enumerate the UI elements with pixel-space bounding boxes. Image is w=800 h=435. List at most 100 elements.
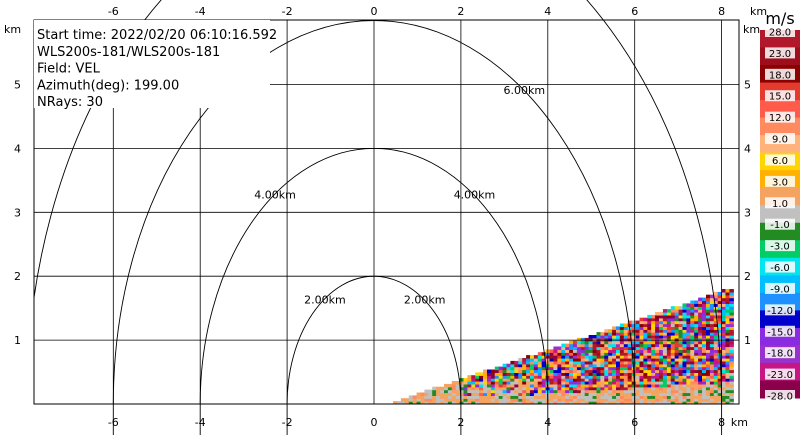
velocity-cell <box>694 337 699 342</box>
velocity-cell <box>518 375 523 379</box>
velocity-cell <box>588 358 594 362</box>
velocity-cell <box>651 337 656 342</box>
velocity-cell <box>526 366 531 371</box>
velocity-cell <box>686 335 691 339</box>
velocity-cell <box>662 392 668 396</box>
velocity-cell <box>662 381 668 385</box>
velocity-cell <box>698 329 703 333</box>
velocity-cell <box>498 366 504 371</box>
y-tick-label-right: 4 <box>744 142 751 155</box>
velocity-cell <box>709 381 715 385</box>
velocity-cell <box>635 332 641 336</box>
velocity-cell <box>596 369 601 373</box>
velocity-cell <box>694 360 699 365</box>
velocity-cell <box>436 398 441 402</box>
x-tick-label-top: -4 <box>195 5 206 18</box>
velocity-cell <box>522 378 527 382</box>
velocity-cell <box>655 352 660 356</box>
velocity-cell <box>549 349 554 353</box>
velocity-cell <box>514 363 519 368</box>
velocity-cell <box>573 383 578 388</box>
velocity-cell <box>600 375 605 379</box>
velocity-cell <box>682 372 687 376</box>
velocity-cell <box>698 352 703 356</box>
colorbar-label: 3.0 <box>772 177 788 188</box>
velocity-cell <box>706 312 711 316</box>
velocity-cell <box>729 314 734 319</box>
velocity-cell <box>706 303 711 307</box>
velocity-cell <box>725 306 730 310</box>
velocity-cell <box>608 346 613 350</box>
velocity-cell <box>686 343 691 348</box>
velocity-cell <box>608 395 613 399</box>
velocity-cell <box>639 346 644 350</box>
velocity-cell <box>573 381 578 385</box>
velocity-cell <box>463 401 468 404</box>
velocity-cell <box>709 294 715 299</box>
velocity-cell <box>549 401 554 404</box>
velocity-cell <box>576 378 582 382</box>
velocity-cell <box>682 326 687 330</box>
velocity-cell <box>678 346 684 350</box>
velocity-cell <box>494 389 500 394</box>
velocity-cell <box>584 378 590 382</box>
velocity-cell <box>600 337 605 342</box>
range-ring-label: 6.00km <box>504 84 546 97</box>
velocity-cell <box>659 398 664 402</box>
velocity-cell <box>643 372 648 376</box>
velocity-cell <box>690 332 695 336</box>
velocity-cell <box>608 343 613 348</box>
velocity-cell <box>706 363 711 368</box>
velocity-cell <box>713 300 719 304</box>
velocity-cell <box>596 398 601 402</box>
velocity-cell <box>690 335 695 339</box>
velocity-cell <box>721 317 727 322</box>
velocity-cell <box>463 381 468 385</box>
velocity-cell <box>616 363 621 368</box>
velocity-cell <box>440 392 445 396</box>
velocity-cell <box>659 389 664 394</box>
x-tick-label-bottom: 8 <box>718 416 725 429</box>
velocity-cell <box>479 383 484 388</box>
velocity-cell <box>690 343 695 348</box>
velocity-cell <box>643 360 648 365</box>
velocity-cell <box>518 398 523 402</box>
velocity-cell <box>557 360 562 365</box>
velocity-cell <box>662 335 668 339</box>
velocity-cell <box>643 323 648 327</box>
velocity-cell <box>459 395 465 399</box>
velocity-cell <box>686 340 691 345</box>
velocity-cell <box>592 395 598 399</box>
velocity-cell <box>721 306 727 310</box>
velocity-cell <box>612 398 617 402</box>
velocity-cell <box>569 381 574 385</box>
velocity-cell <box>694 306 699 310</box>
velocity-cell <box>662 358 668 362</box>
velocity-cell <box>647 323 652 327</box>
velocity-cell <box>655 332 660 336</box>
velocity-cell <box>553 392 558 396</box>
velocity-cell <box>565 355 570 359</box>
velocity-cell <box>432 401 437 404</box>
velocity-cell <box>393 401 398 404</box>
velocity-cell <box>662 386 668 391</box>
velocity-cell <box>659 312 664 316</box>
velocity-cell <box>596 358 601 362</box>
velocity-cell <box>670 337 676 342</box>
velocity-cell <box>623 381 629 385</box>
velocity-cell <box>565 358 570 362</box>
velocity-cell <box>549 366 554 371</box>
velocity-cell <box>702 317 707 322</box>
velocity-cell <box>706 378 711 382</box>
colorbar-label-bg <box>765 325 795 337</box>
velocity-cell <box>592 392 598 396</box>
velocity-cell <box>573 349 578 353</box>
velocity-cell <box>682 346 687 350</box>
velocity-cell <box>608 386 613 391</box>
velocity-cell <box>541 392 547 396</box>
velocity-cell <box>670 326 676 330</box>
velocity-cell <box>698 381 703 385</box>
velocity-cell <box>588 340 594 345</box>
velocity-cell <box>686 323 691 327</box>
velocity-cell <box>530 363 535 368</box>
